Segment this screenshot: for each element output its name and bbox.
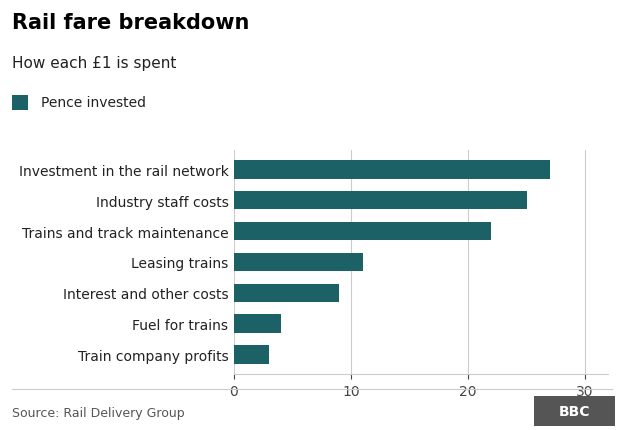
Text: Pence invested: Pence invested [41, 96, 145, 110]
Bar [234, 345, 269, 364]
Text: How each £1 is spent: How each £1 is spent [12, 56, 177, 71]
Bar [234, 191, 527, 210]
Text: Rail fare breakdown: Rail fare breakdown [12, 13, 250, 33]
Bar [234, 222, 492, 241]
Bar [234, 253, 363, 271]
Text: Source: Rail Delivery Group: Source: Rail Delivery Group [12, 406, 185, 419]
Text: BBC: BBC [558, 404, 590, 418]
Bar [234, 284, 339, 302]
Bar [234, 161, 550, 179]
Bar [234, 315, 281, 333]
